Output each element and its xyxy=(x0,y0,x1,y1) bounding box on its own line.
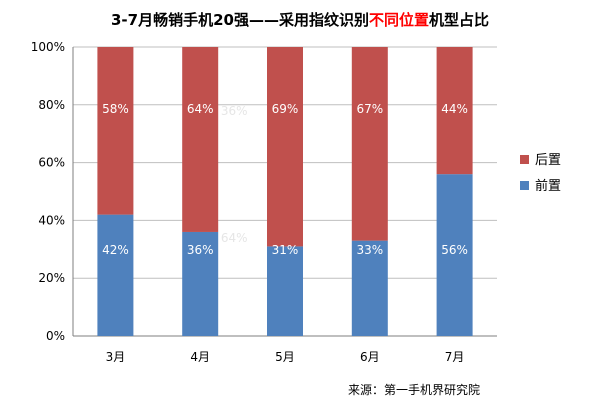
data-label-back: 58% xyxy=(102,102,129,116)
y-axis-ticks: 0% 20% 40% 60% 80% 100% xyxy=(31,40,65,343)
bar-back xyxy=(97,47,134,215)
data-label-front: 42% xyxy=(102,243,129,257)
bar-front xyxy=(267,246,303,336)
data-label-back: 44% xyxy=(441,102,468,116)
x-axis-ticks: 3月 4月 5月 6月 7月 xyxy=(106,350,465,364)
data-labels: 42% 58% 36% 64% 31% 69% 33% 67% 56% 44% 36% 64% xyxy=(102,102,468,257)
ghost-label-back: 36% xyxy=(221,104,248,118)
title-part-1: 3-7月畅销手机20强——采用指纹识别 xyxy=(111,11,369,29)
x-tick-label: 4月 xyxy=(190,350,210,364)
x-tick-label: 3月 xyxy=(106,350,126,364)
bar-front xyxy=(182,231,219,336)
title-part-2: 机型占比 xyxy=(429,11,489,29)
y-tick-label: 40% xyxy=(38,213,65,227)
data-label-front: 36% xyxy=(187,243,214,257)
source-note: 来源：第一手机界研究院 xyxy=(348,382,480,397)
bar-front xyxy=(351,240,388,336)
bars xyxy=(97,47,473,336)
data-label-back: 64% xyxy=(187,102,214,116)
x-tick-label: 5月 xyxy=(275,350,295,364)
data-label-front: 31% xyxy=(272,243,299,257)
bar-front xyxy=(436,174,473,336)
legend-swatch-back xyxy=(520,155,529,164)
data-label-front: 33% xyxy=(356,243,383,257)
bar-front xyxy=(97,214,134,336)
chart-title: 3-7月畅销手机20强——采用指纹识别不同位置机型占比 xyxy=(111,11,489,29)
data-label-front: 56% xyxy=(441,243,468,257)
ghost-label-front: 64% xyxy=(221,231,248,245)
y-tick-label: 80% xyxy=(38,98,65,112)
y-tick-label: 60% xyxy=(38,156,65,170)
y-tick-label: 20% xyxy=(38,271,65,285)
y-tick-label: 0% xyxy=(46,329,65,343)
x-tick-label: 7月 xyxy=(445,350,465,364)
title-accent: 不同位置 xyxy=(369,11,429,29)
bar-back xyxy=(267,47,303,247)
legend-label-front: 前置 xyxy=(535,178,561,194)
data-label-back: 69% xyxy=(272,102,299,116)
bar-back xyxy=(436,47,473,175)
legend-label-back: 后置 xyxy=(535,153,561,168)
x-tick-label: 6月 xyxy=(360,350,380,364)
bar-back xyxy=(182,47,219,232)
bar-back xyxy=(351,47,388,241)
legend-swatch-front xyxy=(520,181,529,190)
y-tick-label: 100% xyxy=(31,40,65,54)
data-label-back: 67% xyxy=(356,102,383,116)
